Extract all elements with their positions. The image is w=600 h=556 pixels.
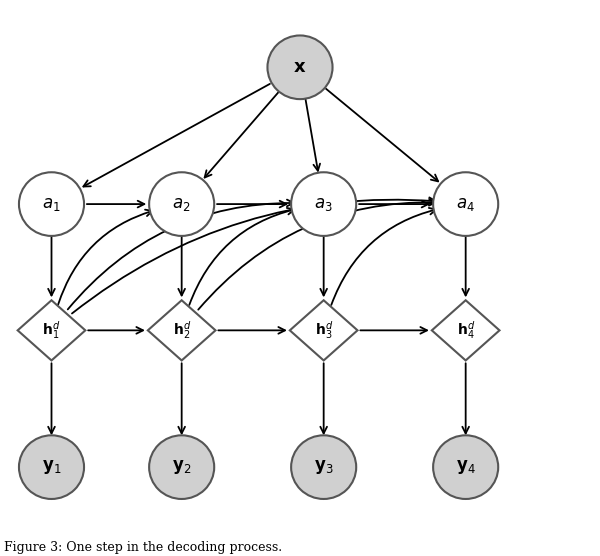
Text: $\mathbf{y}_3$: $\mathbf{y}_3$: [314, 458, 334, 476]
Polygon shape: [17, 300, 85, 360]
FancyArrowPatch shape: [189, 208, 294, 305]
Text: $a_3$: $a_3$: [314, 196, 333, 212]
Text: $\mathbf{x}$: $\mathbf{x}$: [293, 58, 307, 76]
Ellipse shape: [433, 172, 498, 236]
FancyArrowPatch shape: [68, 200, 293, 309]
Text: $\mathbf{h}_2^d$: $\mathbf{h}_2^d$: [173, 319, 191, 341]
FancyArrowPatch shape: [198, 199, 436, 310]
Text: $\mathbf{h}_4^d$: $\mathbf{h}_4^d$: [457, 319, 475, 341]
Text: $\mathbf{y}_1$: $\mathbf{y}_1$: [42, 458, 61, 476]
Ellipse shape: [433, 435, 498, 499]
Text: $\mathbf{h}_3^d$: $\mathbf{h}_3^d$: [314, 319, 333, 341]
Text: Figure 3: One step in the decoding process.: Figure 3: One step in the decoding proce…: [4, 541, 282, 554]
Text: $a_2$: $a_2$: [172, 196, 191, 212]
Ellipse shape: [268, 36, 332, 99]
Ellipse shape: [149, 172, 214, 236]
Polygon shape: [148, 300, 215, 360]
FancyArrowPatch shape: [58, 210, 152, 305]
Polygon shape: [432, 300, 500, 360]
Polygon shape: [290, 300, 358, 360]
FancyArrowPatch shape: [331, 208, 436, 305]
Ellipse shape: [291, 435, 356, 499]
Ellipse shape: [291, 172, 356, 236]
Text: $\mathbf{y}_4$: $\mathbf{y}_4$: [456, 458, 476, 476]
Ellipse shape: [19, 435, 84, 499]
Ellipse shape: [19, 172, 84, 236]
FancyArrowPatch shape: [72, 197, 436, 314]
Ellipse shape: [149, 435, 214, 499]
Text: $a_4$: $a_4$: [456, 196, 475, 212]
Text: $\mathbf{h}_1^d$: $\mathbf{h}_1^d$: [43, 319, 61, 341]
Text: $a_1$: $a_1$: [42, 196, 61, 212]
Text: $\mathbf{y}_2$: $\mathbf{y}_2$: [172, 458, 191, 476]
